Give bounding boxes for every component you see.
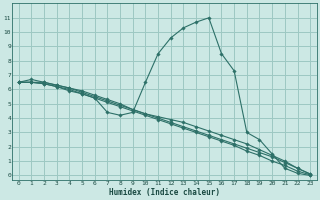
X-axis label: Humidex (Indice chaleur): Humidex (Indice chaleur) <box>109 188 220 197</box>
